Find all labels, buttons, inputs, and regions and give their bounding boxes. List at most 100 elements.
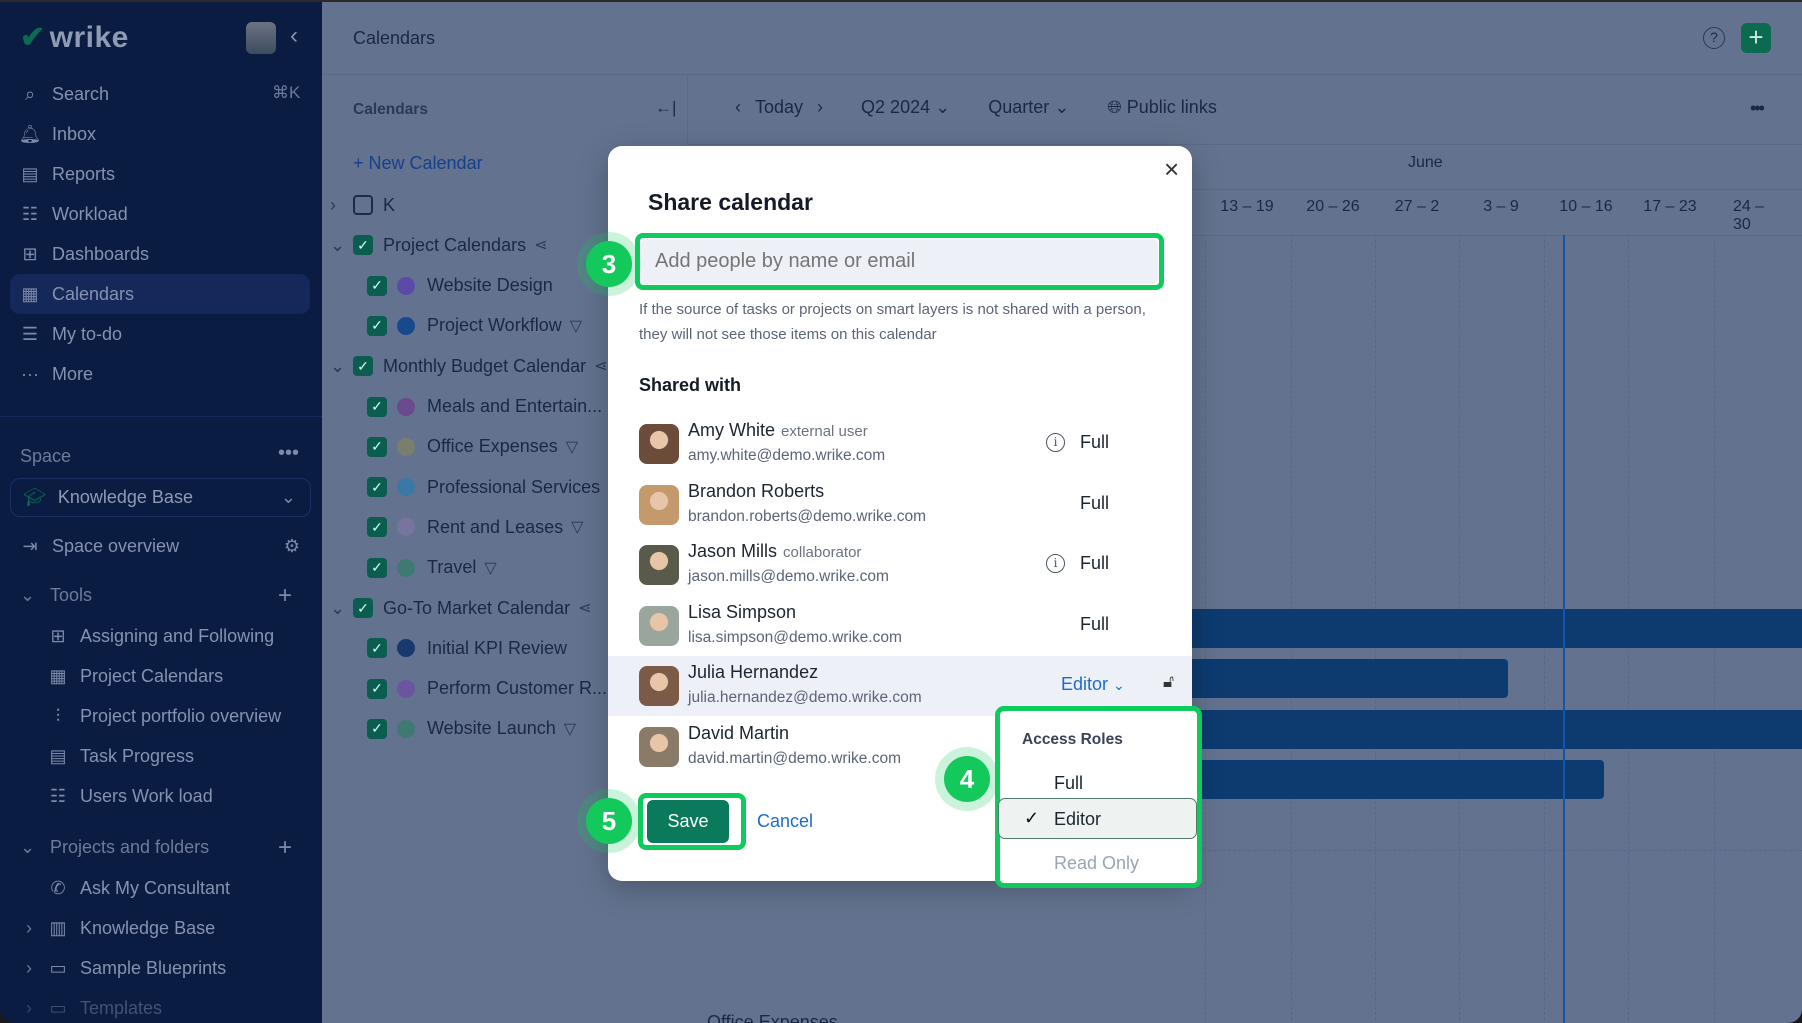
search-shortcut: ⌘K (272, 83, 301, 102)
calendar-item[interactable]: ⌄ ✓ Project Calendars ⋖ (330, 234, 548, 256)
user-avatar[interactable] (246, 22, 276, 54)
calendar-item[interactable]: ✓ Project Workflow ▽ (367, 306, 582, 346)
chevron-right-icon[interactable]: › (26, 997, 32, 1018)
share-icon[interactable]: ⋖ (578, 600, 592, 617)
shared-person-row: Lisa Simpson lisa.simpson@demo.wrike.com… (608, 596, 1192, 656)
calendar-item[interactable]: ✓ Rent and Leases ▽ (367, 507, 583, 547)
project-item[interactable]: ✆ Ask My Consultant (48, 868, 230, 908)
public-links-button[interactable]: 🌐︎ Public links (1107, 97, 1217, 117)
color-dot (397, 478, 415, 497)
more-options-icon[interactable]: ••• (1750, 98, 1765, 118)
calendar-item[interactable]: ⌄ ✓ Monthly Budget Calendar ⋖ (330, 355, 608, 377)
help-icon[interactable]: ? (1703, 27, 1725, 49)
collapse-panel-icon[interactable]: ←| (655, 98, 677, 117)
new-calendar-button[interactable]: + New Calendar (353, 153, 483, 173)
filter-icon[interactable]: ▽ (571, 519, 584, 537)
view-select[interactable]: Quarter ⌄ (988, 97, 1070, 117)
calendar-item[interactable]: ✓ Website Design (367, 266, 553, 306)
today-button[interactable]: Today (755, 97, 804, 117)
prev-icon[interactable]: ‹ (735, 97, 741, 117)
tool-item[interactable]: ▦ Project Calendars (49, 665, 224, 686)
chevron-right-icon[interactable]: › (330, 194, 336, 215)
role-option-full[interactable]: Full (1054, 773, 1084, 793)
sidebar-item-reports[interactable]: ▤ Reports (21, 163, 116, 184)
sidebar-item-search[interactable]: ⌕ Search (10, 74, 310, 114)
checkbox[interactable]: ✓ (367, 315, 387, 336)
calendar-item[interactable]: ✓ Perform Customer R... (367, 669, 607, 709)
checkbox[interactable] (353, 195, 373, 215)
chevron-down-icon: ⌄ (1054, 97, 1070, 117)
tools-section[interactable]: ⌄ Tools (20, 585, 93, 605)
collapse-sidebar-icon[interactable]: ‹ (290, 22, 298, 49)
space-overview[interactable]: ⇥ Space overview ⚙ (10, 526, 310, 566)
add-tool-icon[interactable]: + (278, 582, 293, 609)
calendar-item[interactable]: ✓ Travel ▽ (367, 548, 497, 588)
globe-icon: 🌐︎ (1107, 97, 1122, 117)
gear-icon[interactable]: ⚙ (283, 535, 300, 556)
add-project-icon[interactable]: + (278, 834, 293, 861)
filter-icon[interactable]: ▽ (565, 438, 579, 456)
save-button[interactable]: Save (647, 800, 729, 843)
sidebar-item-dashboards[interactable]: ⊞ Dashboards (10, 234, 310, 274)
checkbox[interactable]: ✓ (353, 598, 373, 618)
project-item[interactable]: › ▭ Templates (26, 997, 163, 1018)
projects-section[interactable]: ⌄ Projects and folders (20, 837, 210, 857)
tool-item[interactable]: ▤ Task Progress (49, 745, 195, 766)
color-dot (397, 397, 415, 416)
filter-icon[interactable]: ▽ (563, 720, 577, 738)
chevron-down-icon[interactable]: ⌄ (330, 597, 346, 618)
info-icon[interactable]: i (1046, 433, 1065, 452)
sidebar-item-calendars[interactable]: ▦ Calendars (10, 274, 310, 314)
checkbox[interactable]: ✓ (367, 275, 387, 296)
tool-item[interactable]: ☷ Users Work load (49, 785, 213, 806)
project-item[interactable]: › ▭ Sample Blueprints (26, 957, 227, 978)
info-icon[interactable]: i (1046, 554, 1065, 573)
wrike-logo[interactable]: ✔ wrike (20, 21, 129, 54)
checkbox[interactable]: ✓ (367, 477, 387, 498)
calendar-item[interactable]: › K (330, 194, 396, 215)
chevron-right-icon[interactable]: › (26, 957, 32, 978)
filter-icon[interactable]: ▽ (569, 317, 583, 335)
share-icon[interactable]: ⋖ (534, 237, 548, 255)
checkbox[interactable]: ✓ (367, 638, 387, 659)
tool-item[interactable]: ⊞ Assigning and Following (48, 616, 274, 656)
space-select[interactable]: 🎓︎ Knowledge Base ⌄ (10, 478, 311, 517)
space-more-icon[interactable]: ••• (278, 442, 300, 464)
checkbox[interactable]: ✓ (353, 235, 373, 256)
checkbox[interactable]: ✓ (367, 678, 387, 699)
add-button[interactable]: + (1741, 23, 1771, 53)
calendar-item[interactable]: ✓ Initial KPI Review (367, 628, 567, 668)
chevron-down-icon[interactable]: ⌄ (330, 355, 346, 376)
sidebar-item-workload[interactable]: ☷ Workload (21, 203, 128, 224)
calendar-item[interactable]: ✓ Meals and Entertain... (367, 387, 602, 427)
checkbox[interactable]: ✓ (367, 517, 387, 538)
close-icon[interactable]: × (1164, 154, 1180, 184)
calendar-item[interactable]: ⌄ ✓ Go-To Market Calendar ⋖ (330, 597, 592, 618)
checkbox[interactable]: ✓ (353, 356, 373, 377)
chevron-right-icon[interactable]: › (26, 917, 32, 938)
period-select[interactable]: Q2 2024 ⌄ (861, 97, 951, 117)
calendar-item[interactable]: ✓ Website Launch ▽ (367, 709, 576, 749)
checkbox[interactable]: ✓ (367, 396, 387, 417)
sidebar-item-my-to-do[interactable]: ☰ My to-do (21, 323, 123, 344)
calendar-item[interactable]: ✓ Professional Services (367, 467, 600, 507)
chevron-down-icon[interactable]: ⌄ (330, 234, 346, 255)
calendar-item[interactable]: ✓ Office Expenses ▽ (367, 427, 578, 467)
role-option-editor[interactable]: ✓ Editor (998, 798, 1197, 839)
color-dot (397, 316, 415, 335)
filter-icon[interactable]: ▽ (484, 559, 497, 577)
cancel-button[interactable]: Cancel (757, 811, 814, 831)
add-people-input[interactable] (641, 239, 1158, 284)
sidebar-item-inbox[interactable]: 🔔︎ Inbox (18, 123, 97, 144)
checkbox[interactable]: ✓ (367, 718, 387, 739)
checkbox[interactable]: ✓ (367, 557, 387, 578)
next-icon[interactable]: › (817, 97, 824, 117)
project-item[interactable]: › ▥ Knowledge Base (26, 917, 216, 938)
tool-item[interactable]: ⫶ Project portfolio overview (48, 696, 281, 736)
week-label: 17 – 23 (1643, 198, 1697, 215)
sidebar-item-more[interactable]: ··· More (21, 363, 94, 384)
role-select[interactable]: Editor ⌄ (1061, 674, 1125, 694)
checkbox[interactable]: ✓ (367, 436, 387, 457)
share-icon[interactable]: ⋖ (594, 358, 608, 376)
